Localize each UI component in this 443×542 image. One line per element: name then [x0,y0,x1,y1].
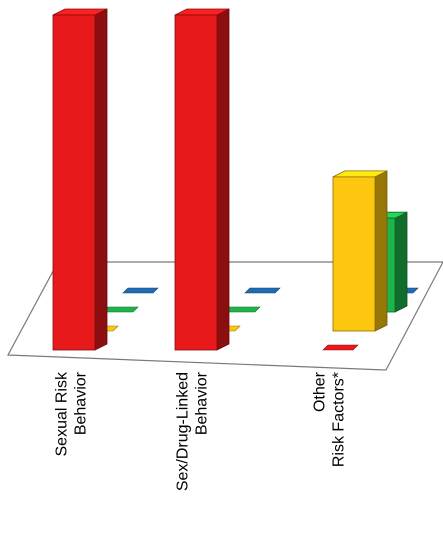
bar-series-4-cat-1 [122,287,159,294]
category-label-line: Behavior [73,371,90,435]
bar-series-1-cat-2 [174,8,230,351]
category-label-line: Sex/Drug-Linked [175,372,192,491]
category-label-1: Sexual Risk Behavior [54,371,90,456]
bar-series-3-cat-2 [224,306,261,313]
category-label-line: Risk Factors* [331,372,348,467]
bar-series-4-cat-2 [244,287,281,294]
bar-series-2-cat-3 [332,170,388,332]
category-label-line: Behavior [194,371,211,435]
category-label-3: Other Risk Factors* [312,371,348,467]
category-label-line: Other [312,371,329,412]
bar-series-1-cat-1 [52,8,108,351]
category-label-2: Sex/Drug-Linked Behavior [175,371,211,491]
bar-series-3-cat-1 [102,306,139,313]
category-labels: Sexual Risk Behavior Sex/Drug-Linked Behavi… [54,371,348,491]
category-label-line: Sexual Risk [54,371,71,456]
bar-series-1-cat-3 [322,344,359,351]
chart-bars [52,8,419,351]
